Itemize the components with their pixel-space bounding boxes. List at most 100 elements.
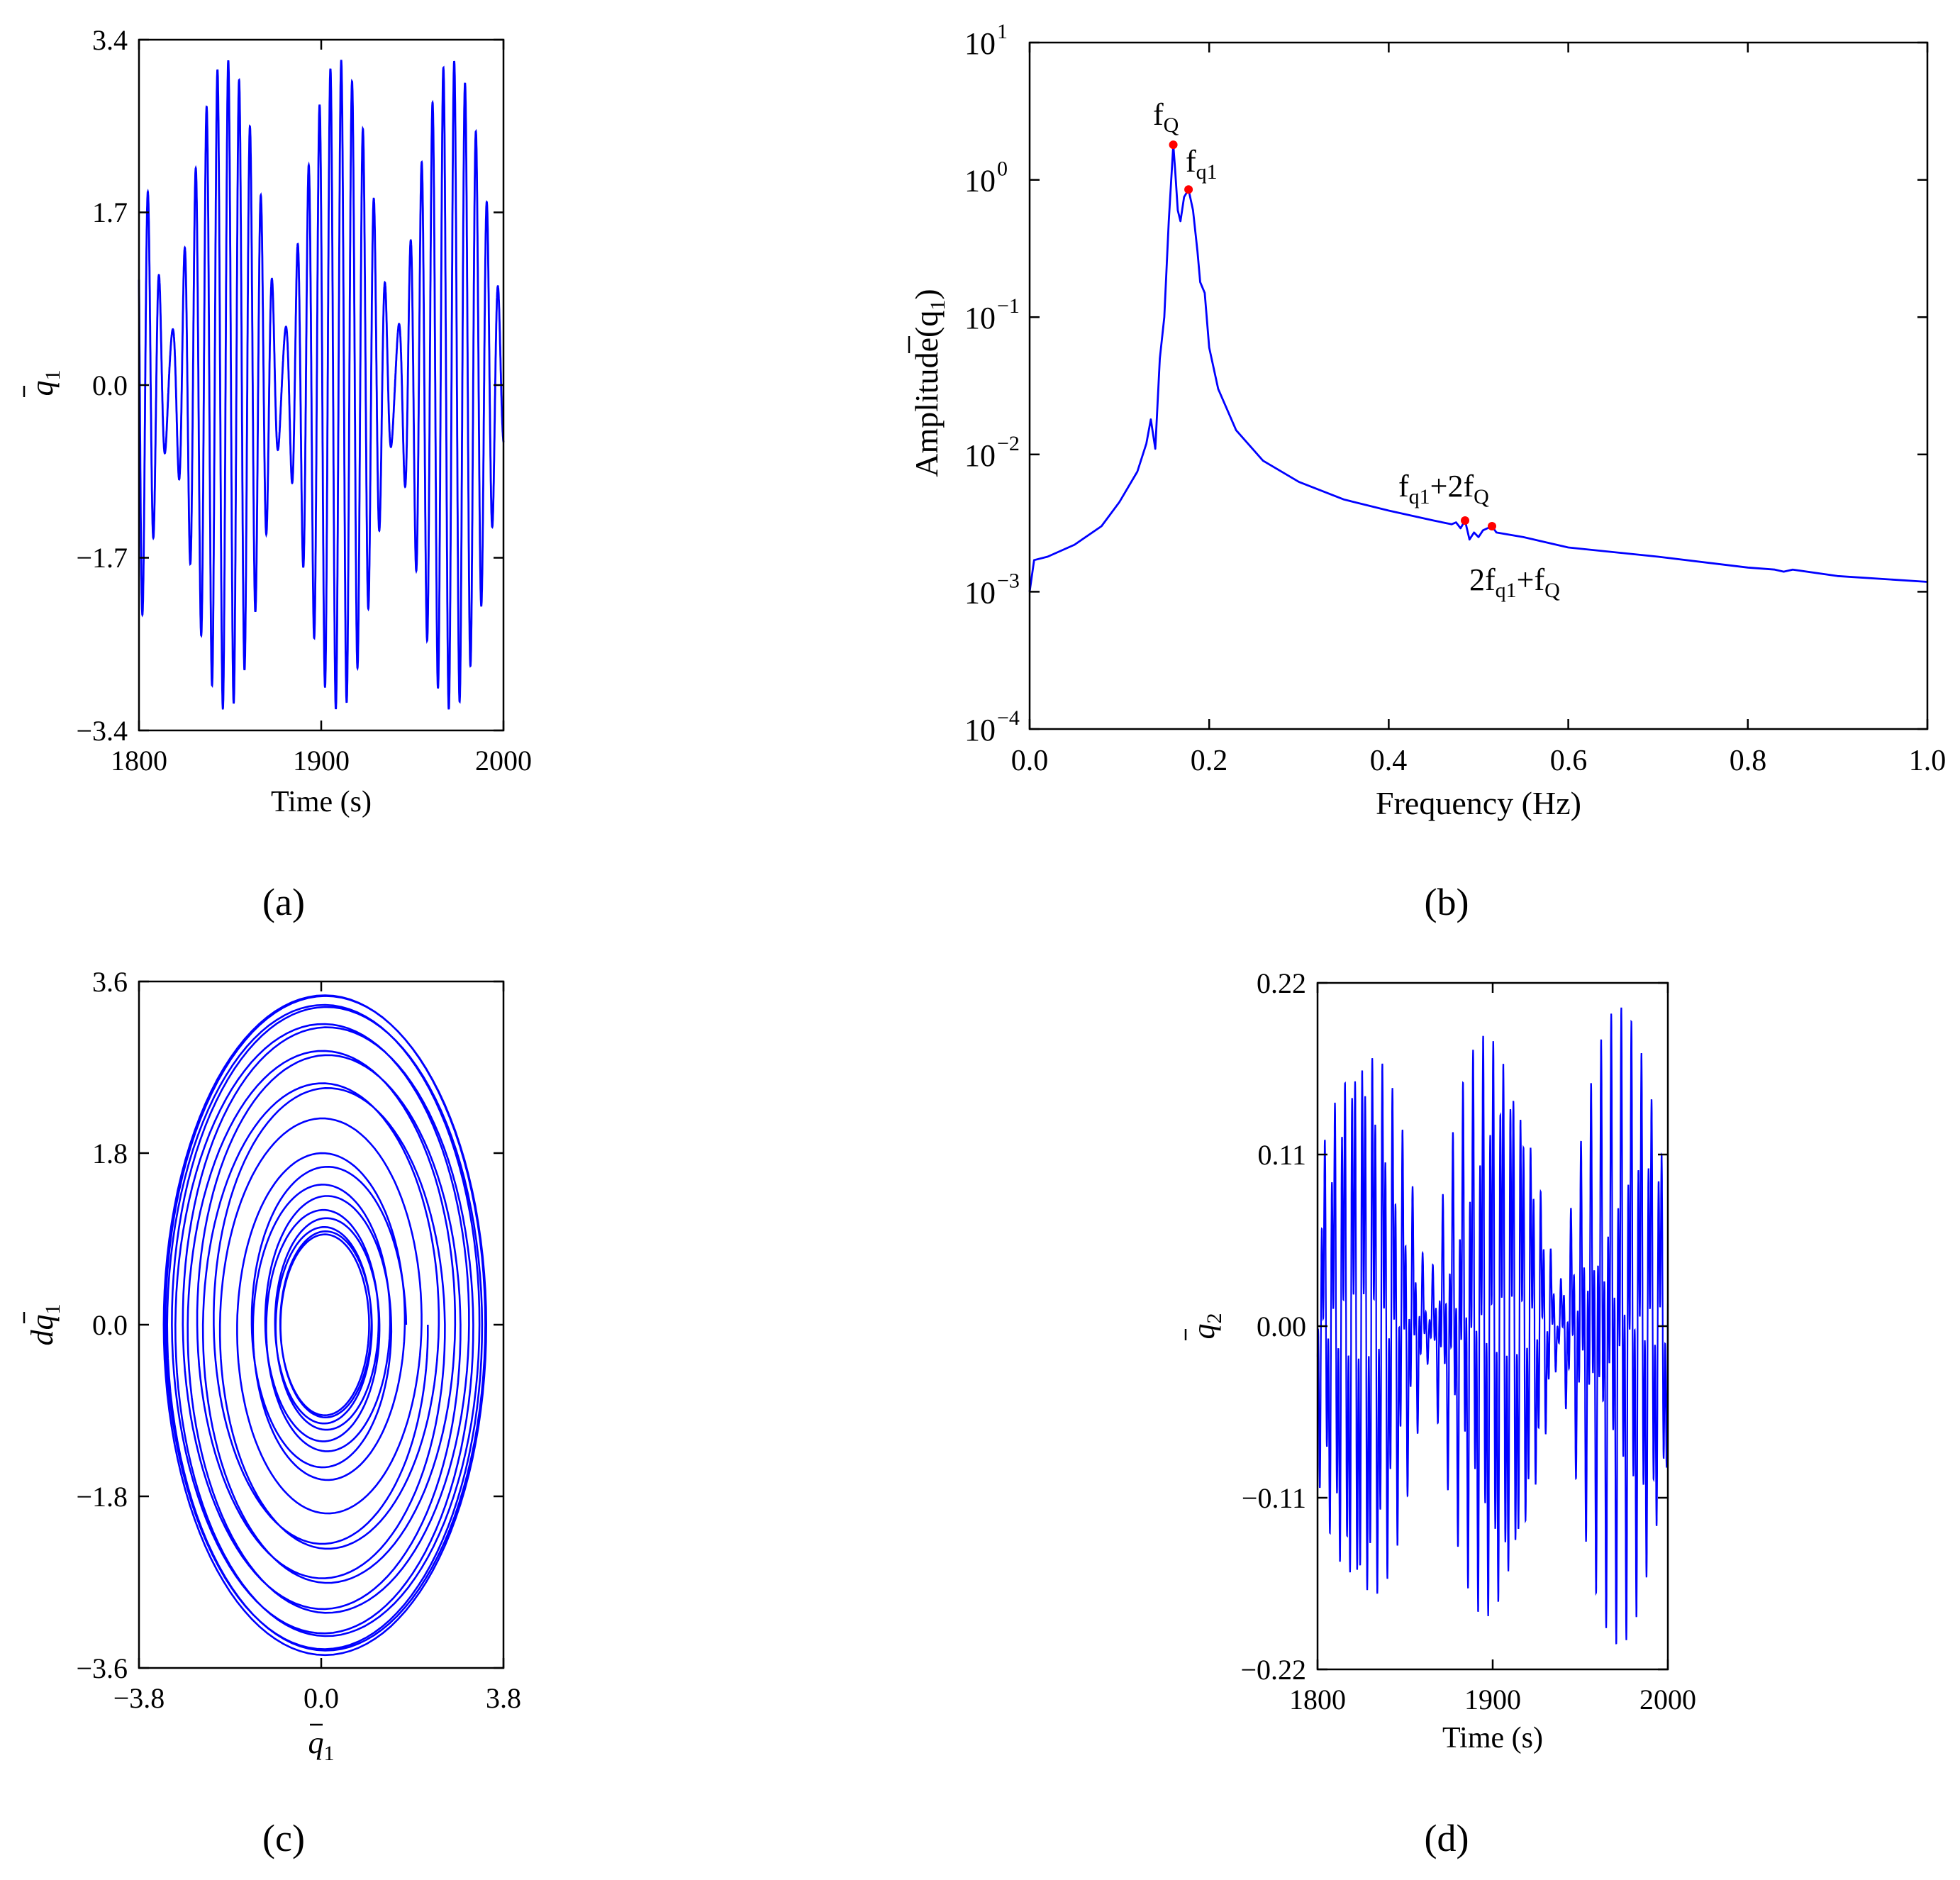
panel-a-ytick-label: 3.4 xyxy=(92,24,128,56)
panel-a-ylabel-subscript: 1 xyxy=(41,370,65,381)
y-tick-label: 10 xyxy=(964,301,996,335)
annotation-comb1-tail: +2f xyxy=(1430,469,1474,504)
annotation-fq1-plus-2fQ: fq1+2fQ xyxy=(1398,469,1489,508)
panel-d-ytick-label: 0.00 xyxy=(1257,1311,1306,1342)
panel-d-xlabel: Time (s) xyxy=(1442,1722,1543,1754)
peak-marker xyxy=(1487,522,1496,531)
panel-b-xtick-label: 0.2 xyxy=(1191,745,1228,777)
annotation-fQ-base: f xyxy=(1153,97,1164,132)
panel-c-ticks xyxy=(138,980,505,1669)
y-tick-label: 10 xyxy=(964,26,996,61)
series-line-q2 xyxy=(1316,1007,1669,1645)
panel-a: 3.4 1.7 0.0 −1.7 −3.4 1800 1900 2000 Tim… xyxy=(23,24,532,923)
panel-d-caption: (d) xyxy=(1425,1817,1469,1859)
panel-b-xtick-label: 0.8 xyxy=(1730,745,1767,777)
panel-b-ticks xyxy=(1028,41,1929,730)
panel-b-data xyxy=(1028,143,1928,592)
annotation-comb2-sub2: Q xyxy=(1544,579,1560,602)
annotation-comb2-sub: q1 xyxy=(1496,579,1517,602)
panel-b-ylabel-text: Amplitude(q xyxy=(908,311,945,477)
panel-c: 3.6 1.8 0.0 −1.8 −3.6 −3.8 0.0 3.8 q1 dq… xyxy=(23,966,521,1859)
panel-a-xtick-label: 2000 xyxy=(475,745,532,777)
panel-d-ytick-label: 0.11 xyxy=(1257,1139,1306,1171)
y-tick-exponent: −3 xyxy=(997,569,1020,592)
panel-c-frame xyxy=(138,980,505,1669)
annotation-comb1-sub: q1 xyxy=(1409,485,1430,508)
y-tick-label: 10 xyxy=(964,438,996,473)
annotation-fq1-sub: q1 xyxy=(1196,160,1218,184)
y-tick-exponent: −2 xyxy=(997,432,1020,455)
svg-text:q1: q1 xyxy=(25,370,65,396)
panel-b-xtick-label: 0.4 xyxy=(1370,745,1408,777)
y-tick-label: 10 xyxy=(964,164,996,199)
panel-b-ylabel-close: ) xyxy=(908,289,945,299)
panel-b-ylabel-subscript: 1 xyxy=(926,300,950,311)
svg-text:dq1: dq1 xyxy=(25,1304,65,1346)
svg-text:q2: q2 xyxy=(1186,1313,1226,1340)
panel-a-xtick-label: 1800 xyxy=(111,745,167,777)
y-tick-exponent: 1 xyxy=(997,20,1008,43)
panel-b-xtick-label: 1.0 xyxy=(1909,745,1947,777)
panel-d-data xyxy=(1316,1007,1669,1645)
panel-a-caption: (a) xyxy=(262,881,305,923)
panel-c-ytick-label: −1.8 xyxy=(76,1481,128,1513)
panel-d-ylabel-subscript: 2 xyxy=(1203,1313,1226,1324)
panel-a-xtick-label: 1900 xyxy=(293,745,350,777)
y-tick-exponent: −1 xyxy=(997,294,1020,318)
series-line-trajectory xyxy=(162,994,488,1657)
panel-c-ytick-label: −3.6 xyxy=(76,1652,128,1684)
peak-marker xyxy=(1461,516,1470,525)
y-tick-exponent: 0 xyxy=(997,157,1008,181)
panel-b-xtick-label: 0.0 xyxy=(1011,745,1049,777)
panel-d-ytick-label: −0.22 xyxy=(1240,1654,1306,1686)
panel-c-ylabel-text: dq xyxy=(25,1315,60,1346)
panel-a-ytick-label: −3.4 xyxy=(76,715,128,747)
panel-a-ticks xyxy=(138,38,505,732)
panel-a-ylabel: q1 xyxy=(23,370,65,397)
panel-b-caption: (b) xyxy=(1425,881,1469,923)
panel-c-ytick-label: 0.0 xyxy=(92,1309,128,1341)
panel-c-xlabel: q1 xyxy=(308,1723,335,1765)
y-tick-label: 10 xyxy=(964,713,996,747)
panel-d-xtick-label: 1900 xyxy=(1464,1684,1521,1715)
svg-text:Amplitude(q1): Amplitude(q1) xyxy=(908,289,950,477)
panel-c-xtick-label: −3.8 xyxy=(113,1682,165,1714)
y-tick-label: 10 xyxy=(964,575,996,610)
annotation-comb2-tail: +f xyxy=(1517,562,1545,597)
panel-a-ytick-label: 0.0 xyxy=(92,369,128,401)
panel-c-ytick-label: 3.6 xyxy=(92,966,128,998)
panel-a-ytick-label: −1.7 xyxy=(76,542,128,574)
annotation-comb1-sub2: Q xyxy=(1474,485,1489,508)
annotation-fq1-base: f xyxy=(1186,144,1196,179)
panel-b-ylabel: Amplitude(q1) xyxy=(908,289,950,477)
peak-marker xyxy=(1184,185,1193,194)
panel-b-xtick-label: 0.6 xyxy=(1550,745,1588,777)
panel-c-xlabel-text: q xyxy=(308,1725,324,1760)
panel-c-xlabel-subscript: 1 xyxy=(324,1742,335,1765)
panel-d: 0.22 0.11 0.00 −0.11 −0.22 1800 1900 200… xyxy=(1184,967,1696,1859)
annotation-fQ-sub: Q xyxy=(1164,113,1179,137)
annotation-fQ: fQ xyxy=(1153,97,1179,137)
panel-c-data xyxy=(162,994,488,1657)
svg-text:q1: q1 xyxy=(308,1725,335,1765)
panel-d-ylabel: q2 xyxy=(1184,1313,1226,1340)
panel-d-ylabel-text: q xyxy=(1186,1324,1221,1340)
panel-b-frame xyxy=(1028,41,1929,730)
annotation-comb1-base: f xyxy=(1398,469,1409,504)
y-tick-exponent: −4 xyxy=(997,706,1020,730)
panel-c-xtick-label: 0.0 xyxy=(304,1682,339,1714)
panel-d-ticks xyxy=(1316,981,1669,1671)
panel-b-xlabel: Frequency (Hz) xyxy=(1376,785,1581,821)
annotation-comb2-base: 2f xyxy=(1469,562,1496,597)
panel-a-ylabel-text: q xyxy=(25,381,60,396)
panel-c-ylabel: dq1 xyxy=(23,1304,65,1346)
panel-d-xtick-label: 2000 xyxy=(1639,1684,1696,1715)
panel-a-xlabel: Time (s) xyxy=(271,786,372,818)
panel-c-caption: (c) xyxy=(262,1817,305,1859)
annotation-fq1: fq1 xyxy=(1186,144,1218,184)
series-line-spectrum xyxy=(1028,143,1928,592)
panel-c-ytick-label: 1.8 xyxy=(92,1138,128,1169)
